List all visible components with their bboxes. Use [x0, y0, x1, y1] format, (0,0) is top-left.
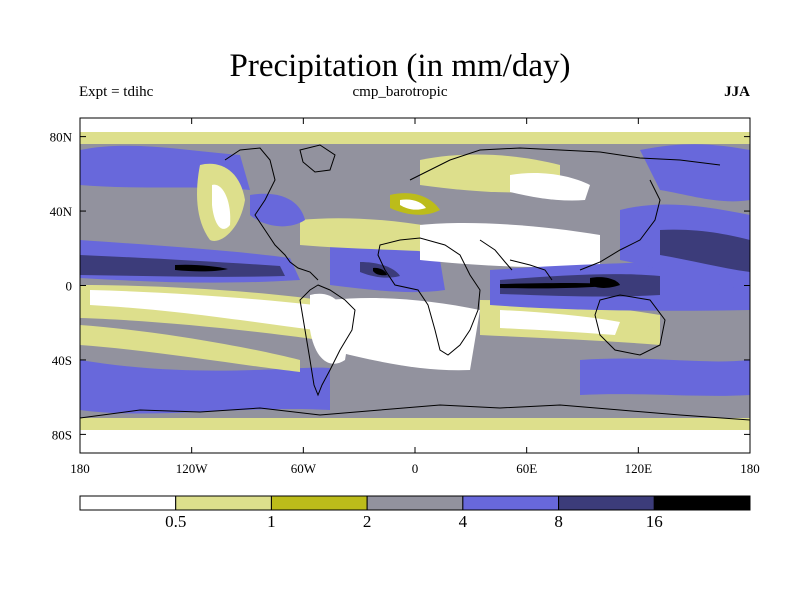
south-indian-storm-band [580, 358, 750, 396]
maritime-continent-maximum [590, 277, 620, 288]
antarctic-light-band [80, 418, 750, 430]
west-africa-maximum [373, 267, 387, 276]
season-label: JJA [724, 84, 750, 100]
south-atlantic-africa-dry [330, 298, 480, 371]
arctic-light-band [80, 132, 750, 144]
north-eurasia-coast [409, 147, 721, 181]
itcz-maximum [175, 264, 228, 272]
south-america-coast [299, 284, 356, 397]
y-axis: 80N 40N 0 40S 80S [50, 130, 750, 442]
x-tick-label: 0 [412, 461, 419, 476]
north-america-coast [224, 147, 319, 281]
australia-coast [594, 294, 666, 356]
africa-coast [377, 237, 481, 356]
case-label: cmp_barotropic [352, 84, 448, 100]
mediterranean-dry [400, 199, 426, 210]
colorbar: 0.5 1 2 4 8 16 [79, 495, 751, 531]
east-asia-coast [579, 179, 661, 271]
colorbar-label: 4 [459, 512, 468, 531]
southeast-pacific-dry-core [90, 290, 315, 330]
x-tick-label: 60E [516, 461, 537, 476]
coastlines [80, 144, 750, 421]
south-indian-dry-core [500, 310, 620, 335]
central-asia-dry [510, 173, 590, 201]
south-pacific-light-band [80, 325, 300, 372]
antarctica-coast [80, 404, 750, 421]
colorbar-swatch [558, 495, 655, 511]
y-tick-label: 40S [52, 353, 72, 368]
arctic-dry-band [80, 118, 750, 132]
colorbar-swatch [175, 495, 272, 511]
experiment-label: Expt = tdihc [79, 84, 154, 100]
colorbar-swatch [653, 495, 751, 511]
y-tick-label: 0 [66, 279, 73, 294]
y-tick-label: 80S [52, 427, 72, 442]
y-tick-label: 80N [50, 130, 73, 145]
northwest-pacific-patch [640, 144, 750, 202]
california-desert-core [212, 184, 231, 229]
x-tick-label: 180 [740, 461, 760, 476]
x-axis: 180 120W 60W 0 60E 120E 180 [70, 118, 760, 476]
colorbar-label: 8 [554, 512, 563, 531]
colorbar-label: 16 [646, 512, 663, 531]
equatorial-indian-maximum [500, 283, 620, 289]
south-america-dry [310, 293, 350, 364]
south-pacific-storm-band [80, 360, 330, 414]
west-pacific-core [660, 229, 750, 272]
colorbar-swatch [462, 495, 560, 511]
sahara-arabia-dry [420, 223, 600, 268]
precipitation-field [80, 118, 750, 453]
colorbar-swatch [79, 495, 177, 511]
x-tick-label: 60W [291, 461, 317, 476]
greenland-coast [299, 144, 336, 173]
colorbar-swatch [270, 495, 368, 511]
x-tick-label: 180 [70, 461, 90, 476]
x-tick-label: 120W [176, 461, 209, 476]
arabia-coast [479, 239, 513, 271]
colorbar-label: 2 [363, 512, 372, 531]
y-tick-label: 40N [50, 204, 73, 219]
chart-title: Precipitation (in mm/day) [229, 48, 571, 84]
x-tick-label: 120E [625, 461, 653, 476]
atlantic-itcz [330, 239, 445, 293]
colorbar-label: 1 [267, 512, 276, 531]
india-coast [509, 259, 553, 281]
colorbar-swatch [366, 495, 464, 511]
colorbar-label: 0.5 [165, 512, 186, 531]
